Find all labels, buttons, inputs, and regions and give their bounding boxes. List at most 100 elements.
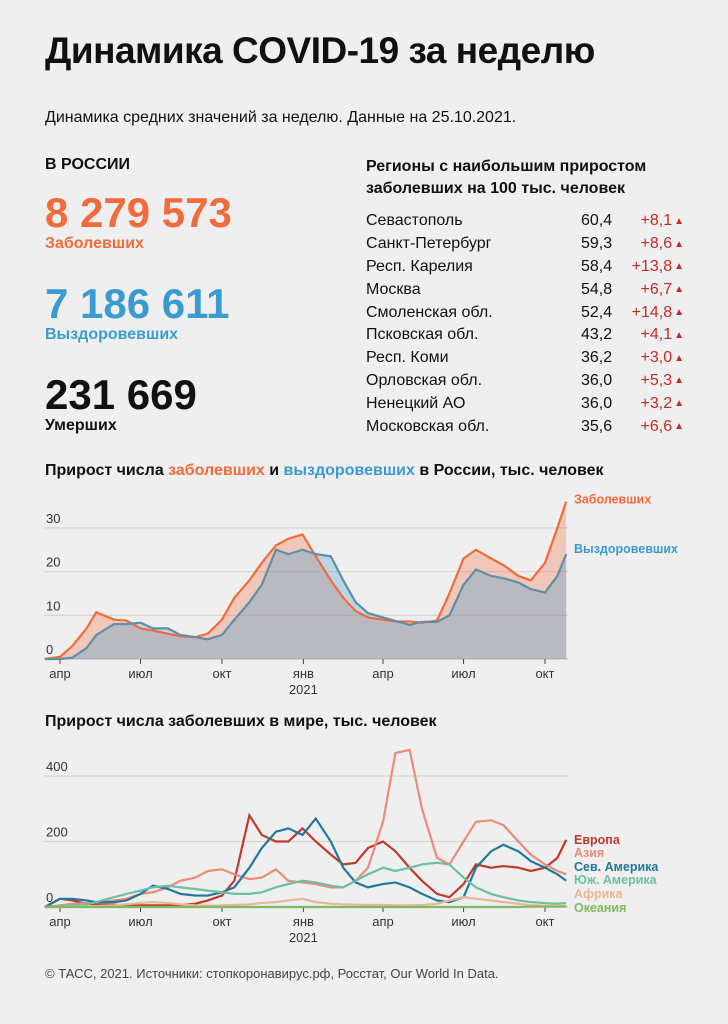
cases-total: 8 279 573: [45, 189, 232, 236]
up-triangle-icon: ▲: [674, 261, 684, 273]
region-row: Смоленская обл. 52,4 +14,8 ▲: [366, 301, 684, 324]
up-triangle-icon: ▲: [674, 375, 684, 387]
region-row: Ненецкий АО 36,0 +3,2 ▲: [366, 392, 684, 415]
region-name: Псковская обл.: [366, 326, 479, 344]
footer-source: © ТАСС, 2021. Источники: стопкоронавирус…: [45, 966, 499, 981]
region-delta: +13,8: [631, 257, 673, 275]
region-delta: +3,2: [640, 394, 673, 412]
region-name: Смоленская обл.: [366, 303, 493, 321]
region-value: 36,2: [580, 349, 613, 367]
line-series: [44, 816, 567, 908]
up-triangle-icon: ▲: [674, 307, 684, 319]
region-delta: +4,1: [640, 326, 673, 344]
x-tick-label: июл: [451, 666, 475, 681]
line-series: [44, 896, 567, 909]
series-label: Выздоровевших: [574, 542, 678, 556]
x-tick-label: апр: [49, 666, 71, 681]
region-row: Орловская обл. 36,0 +5,3 ▲: [366, 370, 684, 393]
x-tick-sublabel: 2021: [289, 682, 318, 697]
region-row: Псковская обл. 43,2 +4,1 ▲: [366, 324, 684, 347]
region-row: Санкт-Петербург 59,3 +8,6 ▲: [366, 233, 684, 256]
region-delta: +6,6: [640, 417, 673, 435]
x-tick-label: июл: [451, 914, 475, 929]
line-series: [44, 861, 567, 909]
region-value: 52,4: [580, 303, 613, 321]
y-tick-label: 200: [46, 825, 68, 840]
world-chart-title: Прирост числа заболевших в мире, тыс. че…: [45, 713, 437, 730]
up-triangle-icon: ▲: [674, 284, 684, 296]
x-tick-label: июл: [128, 666, 152, 681]
recovered-label: Выздоровевших: [45, 326, 179, 343]
x-tick-label: апр: [372, 666, 394, 681]
x-tick-label: апр: [372, 914, 394, 929]
region-delta: +6,7: [640, 280, 673, 298]
regions-heading: Регионы с наибольшим приростом заболевши…: [366, 156, 646, 200]
cases-label: Заболевших: [45, 235, 144, 252]
region-value: 59,3: [580, 235, 613, 253]
russia-chart-title: Прирост числа заболевших и выздоровевших…: [45, 462, 604, 480]
up-triangle-icon: ▲: [674, 398, 684, 410]
series-label: Европа: [574, 833, 621, 847]
deaths-label: Умерших: [45, 417, 117, 434]
region-value: 36,0: [580, 394, 613, 412]
y-tick-label: 20: [46, 555, 60, 570]
series-label: Океания: [574, 901, 626, 915]
region-name: Орловская обл.: [366, 371, 483, 389]
region-delta: +5,3: [640, 371, 673, 389]
region-name: Санкт-Петербург: [366, 235, 492, 253]
subtitle: Динамика средних значений за неделю. Дан…: [45, 109, 517, 126]
up-triangle-icon: ▲: [674, 329, 684, 341]
region-delta: +8,6: [640, 235, 673, 253]
title-part: в России, тыс. человек: [414, 462, 604, 479]
region-row: Респ. Коми 36,2 +3,0 ▲: [366, 347, 684, 370]
x-tick-label: окт: [212, 666, 231, 681]
region-delta: +8,1: [640, 212, 673, 230]
x-tick-label: янв: [293, 666, 314, 681]
x-tick-label: июл: [128, 914, 152, 929]
title-cases: заболевших: [168, 462, 265, 479]
region-name: Респ. Карелия: [366, 257, 473, 275]
x-tick-sublabel: 2021: [289, 930, 318, 945]
title-part: Прирост числа: [45, 462, 169, 479]
recovered-total: 7 186 611: [45, 280, 230, 327]
regions-table: Севастополь 60,4 +8,1 ▲ Санкт-Петербург 59,3 +…: [366, 210, 684, 438]
region-name: Ненецкий АО: [366, 394, 466, 412]
line-series: [44, 812, 568, 908]
x-tick-label: апр: [49, 914, 71, 929]
up-triangle-icon: ▲: [674, 238, 684, 250]
series-label: Азия: [574, 846, 604, 860]
region-delta: +14,8: [631, 303, 673, 321]
x-tick-label: окт: [212, 914, 231, 929]
x-tick-label: окт: [535, 666, 554, 681]
y-tick-label: 10: [46, 598, 60, 613]
region-name: Московская обл.: [366, 417, 490, 435]
line-series: [44, 748, 567, 909]
y-tick-label: 30: [46, 511, 60, 526]
up-triangle-icon: ▲: [674, 215, 684, 227]
russia-heading: В РОССИИ: [45, 156, 131, 173]
y-tick-label: 0: [46, 642, 53, 657]
region-value: 60,4: [580, 212, 613, 230]
region-value: 36,0: [580, 371, 613, 389]
up-triangle-icon: ▲: [674, 352, 684, 364]
series-label: Африка: [574, 887, 624, 901]
title-part: и: [264, 462, 284, 479]
y-tick-label: 400: [46, 759, 68, 774]
line-recovered: [44, 548, 568, 661]
region-row: Москва 54,8 +6,7 ▲: [366, 278, 684, 301]
region-value: 54,8: [580, 280, 613, 298]
area-cases: [44, 501, 567, 659]
region-name: Респ. Коми: [366, 349, 449, 367]
regions-heading-line1: Регионы с наибольшим приростом: [366, 158, 647, 175]
region-row: Московская обл. 35,6 +6,6 ▲: [366, 415, 684, 438]
area-recovered: [44, 549, 567, 659]
series-label: Заболевших: [574, 493, 651, 507]
region-row: Респ. Карелия 58,4 +13,8 ▲: [366, 256, 684, 279]
x-tick-label: окт: [535, 914, 554, 929]
title-recovered: выздоровевших: [283, 462, 415, 479]
region-name: Москва: [366, 280, 421, 298]
region-value: 35,6: [580, 417, 613, 435]
